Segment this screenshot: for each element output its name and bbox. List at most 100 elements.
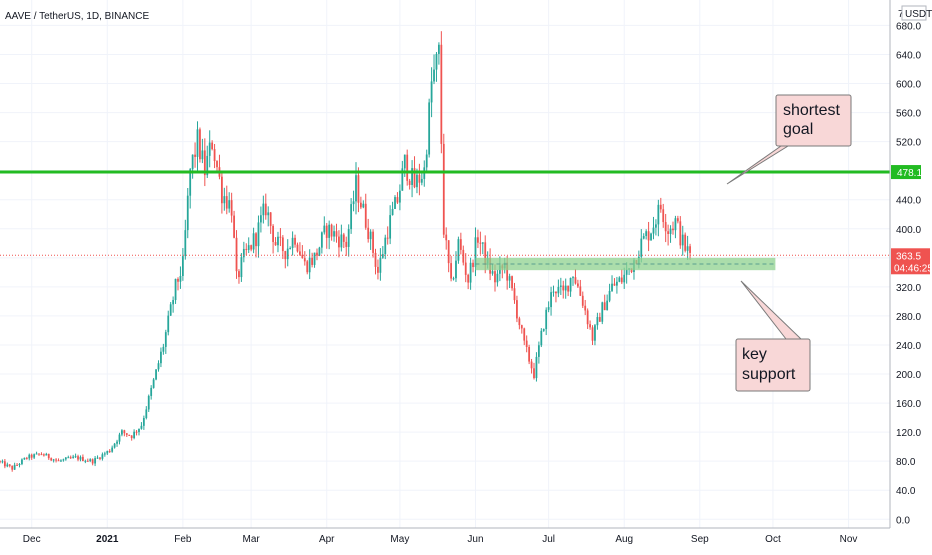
- candle-body: [294, 237, 296, 245]
- candle-body: [121, 430, 123, 435]
- goal-callout-box: [775, 94, 852, 147]
- candle-body: [464, 262, 467, 275]
- candle-body: [403, 154, 406, 169]
- candle-body: [576, 283, 579, 287]
- candle-body: [245, 248, 248, 250]
- candle-body: [645, 231, 648, 237]
- candle-body: [240, 257, 243, 278]
- candle-body: [533, 368, 535, 379]
- currency-box: [901, 5, 927, 21]
- candle-body: [391, 208, 394, 216]
- candle-body: [169, 304, 172, 316]
- y-tick-label: 640.0: [896, 50, 921, 61]
- candle-body: [279, 236, 282, 238]
- candle-body: [586, 310, 589, 325]
- candle-body: [535, 356, 538, 379]
- y-tick-label: 240.0: [896, 341, 921, 352]
- candle-body: [138, 428, 140, 433]
- candle-body: [591, 327, 594, 341]
- candle-body: [335, 231, 338, 237]
- candle-body: [640, 238, 643, 257]
- candle-body: [647, 231, 650, 241]
- candle-body: [479, 242, 482, 244]
- time-axis[interactable]: Dec 2021 Feb Mar Apr May Jun Jul Aug Sep Oct Nov: [23, 534, 858, 545]
- price-axis-background: [890, 0, 932, 550]
- candle-body: [381, 254, 384, 258]
- candle-body: [145, 409, 148, 419]
- candle-body: [664, 222, 667, 232]
- current-price-badge: 363.5 04:46:25: [891, 248, 932, 275]
- candle-body: [401, 168, 404, 191]
- candle-body: [416, 174, 418, 188]
- candle-body: [316, 252, 318, 256]
- candle-body: [679, 221, 682, 246]
- candle-body: [157, 363, 160, 370]
- candle-body: [569, 277, 572, 292]
- candle-body: [40, 454, 43, 456]
- candle-body: [672, 228, 674, 231]
- candle-body: [372, 231, 374, 253]
- key-support-callout[interactable]: key support: [735, 280, 811, 392]
- candle-body: [359, 202, 362, 208]
- candle-body: [206, 155, 209, 176]
- candle-body: [308, 257, 311, 273]
- candle-body: [511, 276, 513, 289]
- candle-body: [128, 434, 131, 436]
- candle-body: [142, 418, 145, 426]
- candle-body: [13, 464, 16, 470]
- candle-body: [413, 168, 416, 188]
- y-tick-label: 80.0: [896, 457, 916, 468]
- currency-text: USDT: [905, 9, 932, 20]
- x-tick-label: Jul: [542, 534, 555, 545]
- shortest-goal-callout[interactable]: shortest goal: [726, 94, 852, 185]
- candle-body: [208, 142, 211, 156]
- candle-body: [333, 231, 335, 237]
- candle-body: [262, 203, 265, 216]
- candle-body: [296, 244, 299, 252]
- candle-body: [86, 460, 89, 462]
- candle-body: [25, 457, 28, 459]
- candle-body: [257, 222, 260, 247]
- candle-body: [364, 203, 367, 228]
- candle-body: [106, 450, 109, 454]
- candle-body: [291, 237, 294, 249]
- candle-body: [123, 430, 126, 434]
- candle-body: [598, 317, 601, 322]
- candle-body: [328, 224, 331, 238]
- y-tick-label: 520.0: [896, 138, 921, 149]
- candle-body: [167, 315, 170, 333]
- candle-body: [581, 295, 584, 306]
- candle-body: [30, 454, 33, 458]
- candle-body: [347, 229, 350, 247]
- candle-body: [57, 460, 60, 462]
- candle-body: [564, 285, 567, 291]
- candle-body: [428, 102, 431, 155]
- candle-body: [525, 340, 528, 347]
- candle-body: [438, 44, 440, 54]
- candle-body: [574, 277, 577, 284]
- current-price-badge-bg: [891, 248, 930, 275]
- candle-body: [520, 325, 523, 329]
- candle-body: [320, 232, 323, 248]
- candle-body: [377, 266, 379, 273]
- candle-body: [286, 248, 289, 260]
- currency-label: 7 USDT: [898, 5, 932, 21]
- candle-body: [164, 332, 167, 347]
- candle-body: [67, 457, 70, 459]
- candle-body: [652, 227, 655, 234]
- candle-body: [0, 461, 1, 463]
- candle-body: [613, 283, 616, 286]
- candle-body: [596, 317, 599, 326]
- candle-body: [116, 441, 118, 444]
- current-price-countdown: 04:46:25: [894, 263, 932, 274]
- candle-body: [135, 431, 138, 433]
- candle-body: [394, 197, 396, 209]
- y-tick-label: 280.0: [896, 312, 921, 323]
- candle-body: [230, 200, 233, 216]
- candle-body: [177, 278, 179, 282]
- support-callout-line2: support: [742, 366, 796, 383]
- candle-body: [186, 195, 189, 231]
- candle-body: [676, 218, 679, 222]
